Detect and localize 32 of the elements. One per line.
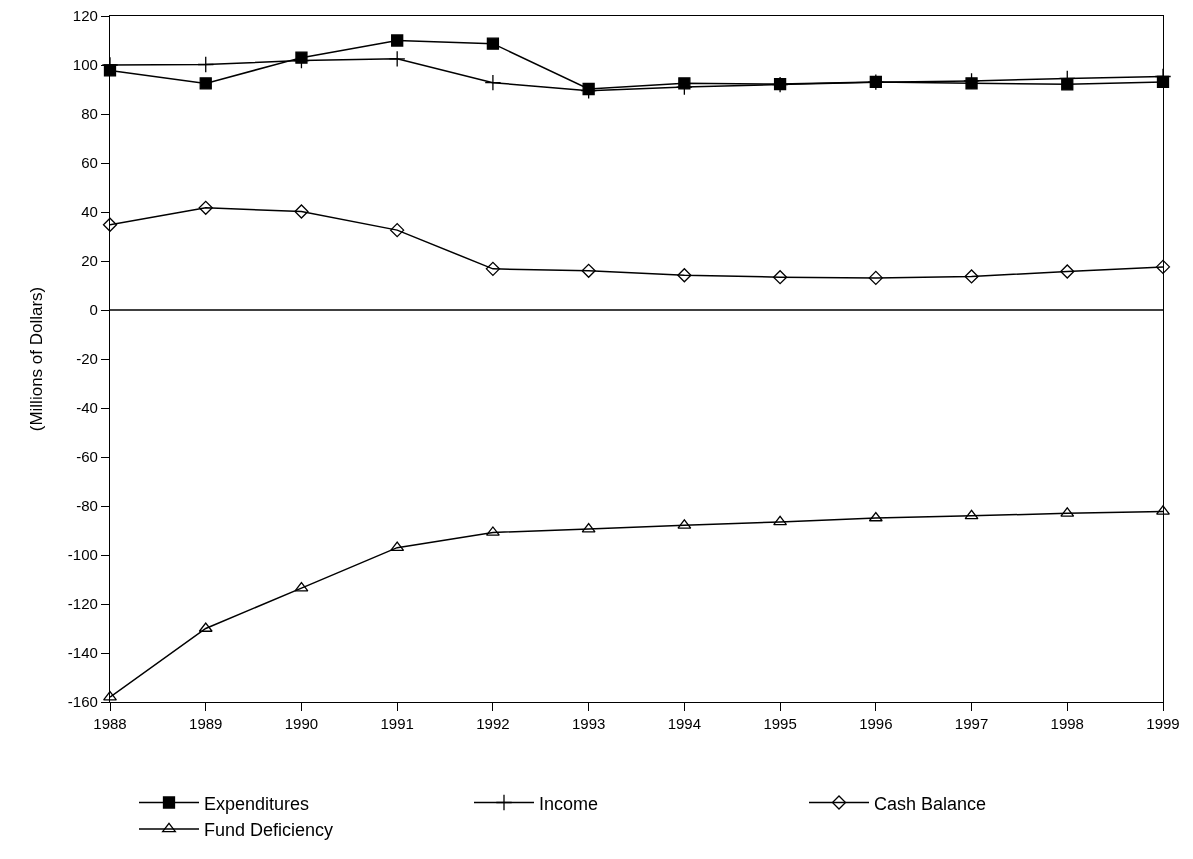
y-tick-label: -100 xyxy=(67,546,98,564)
x-tick-label: 1993 xyxy=(571,715,606,733)
x-tick-label: 1995 xyxy=(763,715,797,733)
y-tick-label: 120 xyxy=(72,7,98,25)
x-tick-label: 1994 xyxy=(667,715,702,733)
y-axis-title: (Millions of Dollars) xyxy=(27,286,47,432)
legend-label: Cash Balance xyxy=(874,793,987,814)
y-tick-label: -120 xyxy=(67,595,98,613)
x-tick-label: 1991 xyxy=(380,715,414,733)
y-tick-label: -160 xyxy=(67,693,98,711)
y-tick-label: -80 xyxy=(76,497,98,515)
legend-label: Fund Deficiency xyxy=(204,819,334,840)
y-tick-label: 100 xyxy=(72,56,98,74)
y-tick-label: 20 xyxy=(81,252,98,270)
y-tick-label: -60 xyxy=(76,448,98,466)
x-tick-label: 1998 xyxy=(1050,715,1084,733)
y-tick-label: -20 xyxy=(76,350,98,368)
y-tick-label: -140 xyxy=(67,644,98,662)
x-tick-label: 1996 xyxy=(859,715,893,733)
x-tick-label: 1988 xyxy=(93,715,127,733)
y-tick-label: 40 xyxy=(81,203,98,221)
x-tick-label: 1999 xyxy=(1146,715,1180,733)
x-tick-label: 1989 xyxy=(189,715,223,733)
y-tick-label: 60 xyxy=(81,154,98,172)
x-tick-label: 1997 xyxy=(954,715,989,733)
y-tick-label: 80 xyxy=(81,105,98,123)
y-tick-label: 0 xyxy=(89,301,98,319)
legend-label: Expenditures xyxy=(204,793,310,814)
x-tick-label: 1990 xyxy=(284,715,319,733)
legend-label: Income xyxy=(539,793,599,814)
y-tick-label: -40 xyxy=(76,399,98,417)
x-tick-label: 1992 xyxy=(476,715,510,733)
